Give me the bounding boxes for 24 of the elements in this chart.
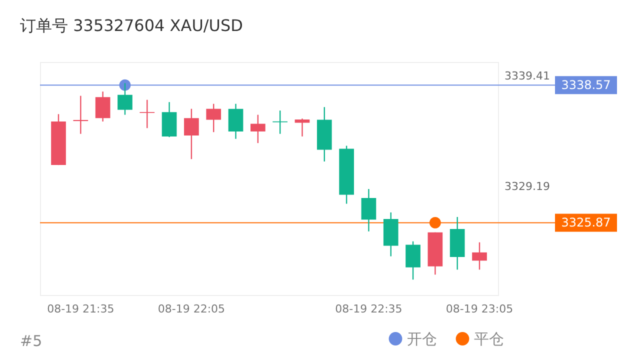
ref-line-label: 3325.87 — [561, 216, 611, 230]
y-tick-label: 3339.41 — [504, 69, 550, 82]
candlestick — [95, 90, 110, 122]
x-tick-label: 08-19 22:35 — [335, 302, 402, 316]
x-tick-label: 08-19 22:05 — [158, 302, 226, 316]
candlestick — [228, 103, 244, 140]
candlestick — [406, 240, 420, 280]
legend-label: 平仓 — [474, 330, 504, 348]
ref-line-label: 3338.57 — [561, 78, 611, 92]
candlestick — [294, 118, 310, 138]
candlestick — [140, 99, 155, 129]
text: #5 — [20, 332, 42, 350]
candlestick — [361, 188, 376, 232]
candlestick — [73, 95, 88, 134]
y-tick-label: 3329.19 — [504, 180, 550, 194]
candlestick — [472, 242, 487, 270]
candlestick — [184, 108, 199, 160]
candlestick — [250, 114, 266, 144]
chart-title: 订单号 335327604 XAU/USD — [20, 16, 243, 35]
candlestick — [272, 110, 288, 134]
candlestick — [206, 103, 222, 133]
x-tick-label: 08-19 23:05 — [446, 302, 514, 316]
x-tick-label: 08-19 21:35 — [47, 302, 114, 316]
legend-label: 开仓 — [407, 330, 437, 348]
